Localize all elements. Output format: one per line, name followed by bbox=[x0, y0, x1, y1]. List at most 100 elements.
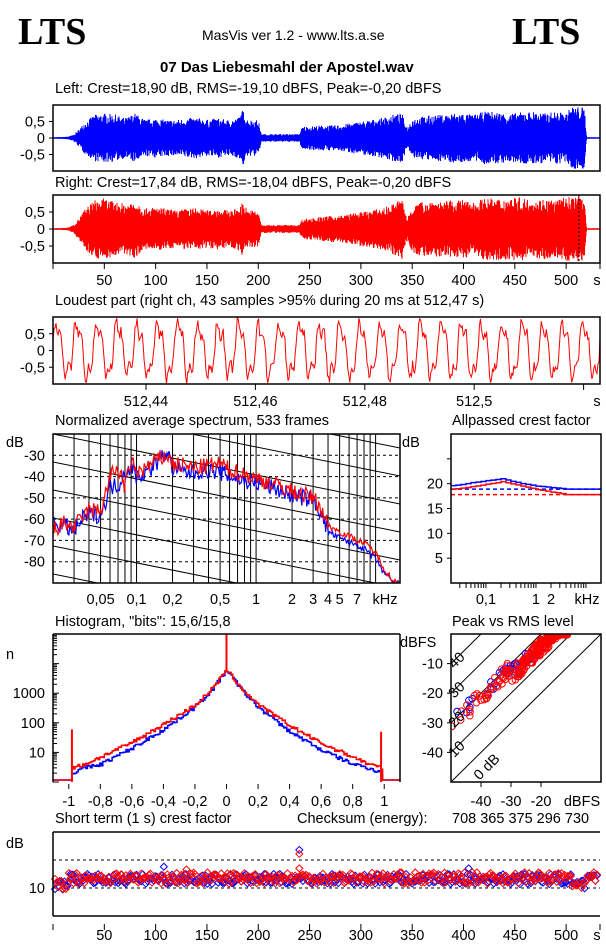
crest-left-point bbox=[190, 878, 200, 887]
histogram-xtick-label: 0,6 bbox=[311, 794, 331, 810]
crest-xtick-label: 300 bbox=[349, 928, 373, 944]
peak-rms-right-point bbox=[503, 669, 511, 677]
spectrum-title: Normalized average spectrum, 533 frames bbox=[55, 413, 330, 429]
crest-right-point bbox=[543, 878, 552, 887]
crest-right-point bbox=[563, 871, 572, 881]
right-channel-title: Right: Crest=17,84 dB, RMS=-18,04 dBFS, … bbox=[55, 175, 452, 191]
peak-rms-right-point bbox=[547, 634, 555, 640]
crest-right-point bbox=[580, 878, 589, 888]
crest-right-point bbox=[57, 876, 66, 886]
waveform-right-xtick-label: 500 bbox=[554, 273, 578, 289]
peak-rms-right-point bbox=[548, 636, 557, 645]
crest-right-point bbox=[438, 878, 448, 888]
peak-rms-right-point bbox=[451, 722, 456, 731]
peak-rms-ytick-label: -10 bbox=[422, 657, 443, 673]
crest-right-point bbox=[351, 873, 360, 882]
crest-right-point bbox=[261, 869, 271, 879]
peak-rms-left-point bbox=[453, 707, 461, 716]
crest-right-point bbox=[126, 869, 135, 879]
crest-right-point bbox=[52, 878, 61, 887]
crest-right-point bbox=[565, 871, 574, 881]
crest-right-point bbox=[218, 873, 228, 883]
checksum-value: 708 365 375 296 730 bbox=[452, 811, 590, 827]
crest-right-point bbox=[223, 869, 232, 878]
crest-right-point bbox=[289, 878, 298, 887]
crest-right-point bbox=[178, 875, 188, 884]
crest-right-point bbox=[192, 878, 201, 888]
crest-right-point bbox=[457, 874, 466, 883]
waveform-right-ytick-label: 0,5 bbox=[25, 205, 45, 221]
allpassed-right-trace bbox=[451, 480, 601, 496]
allpassed-xtick-label: 1 bbox=[532, 592, 540, 608]
histogram-xtick-label: -1 bbox=[62, 794, 75, 810]
crest-right-point bbox=[392, 874, 402, 883]
crest-right-point bbox=[415, 871, 425, 880]
histogram-ylabel: n bbox=[6, 647, 14, 663]
waveform-right-ytick-label: 0 bbox=[37, 222, 45, 238]
peak-rms-right-point bbox=[473, 690, 481, 698]
spectrum-ytick-label: -30 bbox=[24, 448, 45, 464]
peak-rms-right-point bbox=[492, 681, 501, 690]
crest-right-point bbox=[591, 876, 600, 886]
crest-left-point bbox=[517, 870, 526, 879]
crest-right-point bbox=[506, 874, 515, 883]
crest-right-point bbox=[232, 874, 241, 883]
crest-right-point bbox=[252, 879, 261, 888]
spectrum-xtick-label: 0,1 bbox=[126, 592, 146, 608]
peak-rms-right-point bbox=[536, 651, 544, 660]
crest-outlier-point bbox=[295, 864, 304, 873]
crest-xtick-label: 450 bbox=[503, 928, 527, 944]
waveform-right-ytick-label: -0,5 bbox=[20, 239, 45, 255]
crest-right-point bbox=[227, 877, 237, 887]
crest-title: Short term (1 s) crest factor bbox=[55, 811, 232, 827]
crest-right-point bbox=[53, 882, 63, 892]
crest-ytick-label: 10 bbox=[29, 881, 45, 897]
crest-left-point bbox=[227, 879, 237, 888]
allpassed-ytick-label: 5 bbox=[435, 551, 443, 567]
crest-right-point bbox=[172, 868, 181, 878]
peak-rms-right-point bbox=[466, 708, 474, 716]
crest-right-point bbox=[514, 878, 523, 888]
peak-rms-xtick-label: -30 bbox=[501, 794, 522, 810]
crest-right-point bbox=[224, 879, 234, 888]
loudest-ytick-label: 0,5 bbox=[25, 327, 45, 343]
histogram-xtick-label: 0,4 bbox=[280, 794, 300, 810]
crest-outlier-point bbox=[159, 862, 169, 871]
spectrum-grid bbox=[53, 322, 400, 583]
peak-rms-right-point bbox=[493, 683, 502, 691]
crest-right-point bbox=[173, 878, 183, 888]
checksum-label: Checksum (energy): bbox=[297, 811, 428, 827]
waveform-left-ytick-label: 0,5 bbox=[25, 115, 45, 131]
crest-right-point bbox=[130, 871, 140, 880]
peak-rms-title: Peak vs RMS level bbox=[452, 614, 574, 630]
peak-rms-right-point bbox=[527, 652, 536, 660]
spectrum-xtick-label: 0,2 bbox=[162, 592, 182, 608]
crest-xunit: s bbox=[593, 928, 600, 944]
peak-rms-right-point bbox=[549, 635, 557, 644]
peak-rms-xunit: dBFS bbox=[564, 794, 600, 810]
peak-rms-diagonal bbox=[451, 634, 601, 782]
waveform-right-xtick-label: 250 bbox=[297, 273, 321, 289]
crest-right-point bbox=[66, 874, 75, 883]
spectrum-ytick-label: -60 bbox=[24, 512, 45, 528]
peak-rms-right-point bbox=[481, 691, 490, 700]
crest-left-point bbox=[354, 878, 363, 887]
peak-rms-diagonal-label: 10 bbox=[446, 738, 469, 761]
allpassed-ylabel: dB bbox=[402, 435, 420, 451]
peak-rms-right-point bbox=[480, 695, 489, 704]
spectrum-left-trace bbox=[53, 450, 400, 583]
crest-outlier-point bbox=[295, 849, 304, 859]
logo-right: LTS bbox=[512, 11, 581, 53]
crest-right-point bbox=[155, 872, 164, 881]
spectrum-slope-line bbox=[53, 322, 400, 392]
peak-rms-diagonal-label: 0 dB bbox=[471, 751, 503, 783]
loudest-ytick-label: -0,5 bbox=[20, 360, 45, 376]
allpassed-title: Allpassed crest factor bbox=[452, 413, 591, 429]
crest-right-point bbox=[571, 880, 580, 890]
loudest-xunit: s bbox=[593, 394, 600, 410]
peak-rms-diagonal-label: 20 bbox=[446, 709, 469, 732]
crest-xtick-label: 150 bbox=[195, 928, 219, 944]
crest-left-point bbox=[431, 877, 440, 886]
crest-right-point bbox=[278, 874, 288, 884]
crest-right-point bbox=[63, 879, 72, 888]
